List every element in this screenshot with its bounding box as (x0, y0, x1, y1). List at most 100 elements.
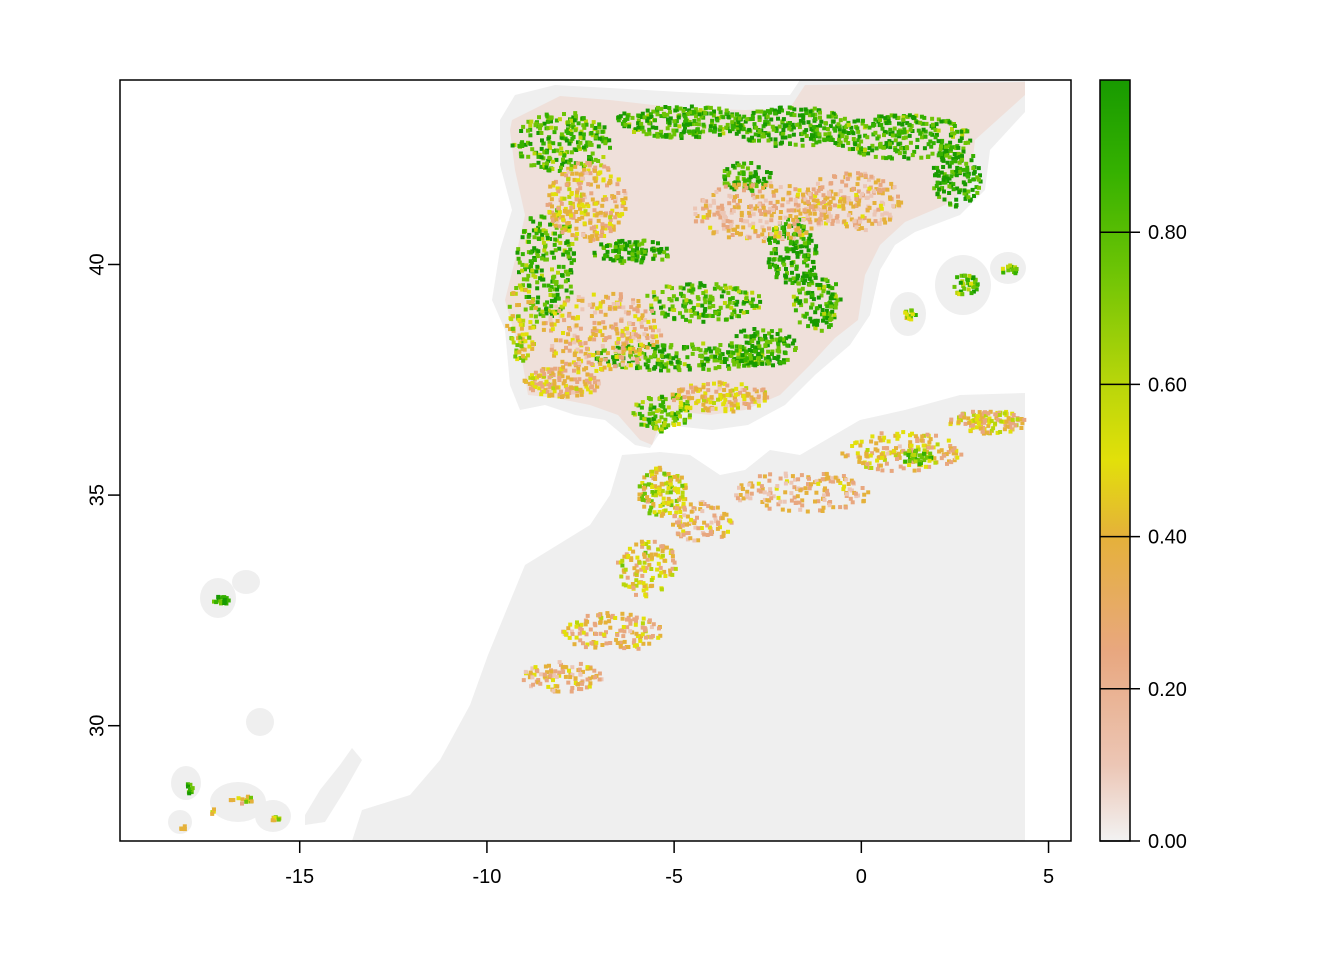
raster-cell (657, 250, 662, 255)
raster-cell (818, 478, 822, 483)
raster-cell (723, 317, 728, 322)
raster-cell (678, 395, 683, 400)
raster-cell (740, 164, 745, 169)
raster-cell (977, 410, 982, 415)
raster-cell (618, 292, 623, 297)
raster-cell (614, 354, 619, 359)
raster-cell (806, 290, 811, 295)
raster-cell (774, 267, 779, 272)
raster-cell (747, 213, 752, 218)
raster-cell (933, 173, 937, 178)
raster-cell (584, 384, 589, 389)
raster-cell (860, 121, 865, 126)
raster-cell (598, 210, 603, 215)
raster-cell (701, 198, 706, 203)
raster-cell (647, 562, 652, 567)
raster-cell (604, 136, 609, 141)
raster-cell (681, 108, 686, 113)
raster-cell (509, 317, 514, 322)
raster-cell (820, 312, 824, 317)
raster-cell (701, 129, 706, 134)
raster-cell (700, 219, 705, 224)
raster-cell (640, 621, 645, 626)
raster-cell (872, 189, 877, 194)
raster-cell (773, 234, 777, 239)
raster-cell (608, 215, 613, 220)
raster-cell (625, 326, 630, 331)
raster-cell (586, 168, 591, 173)
raster-cell (726, 290, 731, 295)
raster-cell (912, 115, 917, 120)
raster-cell (800, 498, 805, 503)
y-tick-label: 30 (86, 715, 108, 737)
raster-cell (916, 447, 921, 452)
raster-cell (564, 361, 568, 366)
raster-cell (651, 502, 656, 506)
raster-cell (510, 143, 515, 148)
raster-cell (636, 303, 641, 308)
raster-cell (822, 493, 826, 498)
raster-cell (563, 269, 568, 274)
raster-cell (570, 233, 575, 238)
raster-cell (795, 250, 800, 255)
raster-cell (549, 304, 554, 309)
raster-cell (618, 643, 623, 648)
raster-cell (718, 305, 723, 310)
raster-cell (971, 289, 976, 294)
raster-cell (748, 171, 753, 176)
colorbar-gradient (1099, 79, 1131, 842)
raster-cell (621, 582, 626, 587)
raster-cell (823, 121, 828, 126)
raster-cell (838, 131, 843, 136)
raster-cell (818, 177, 823, 182)
raster-cell (795, 122, 800, 127)
raster-cell (675, 410, 680, 415)
raster-cell (658, 633, 663, 638)
raster-cell (565, 295, 570, 300)
raster-cell (578, 186, 583, 191)
raster-cell (791, 294, 796, 299)
raster-cell (580, 681, 585, 686)
raster-cell (672, 560, 677, 565)
raster-cell (566, 332, 571, 337)
raster-cell (645, 365, 650, 370)
raster-cell (966, 416, 971, 421)
raster-cell (530, 373, 534, 378)
raster-cell (839, 197, 843, 202)
raster-cell (686, 363, 691, 368)
raster-cell (781, 130, 786, 135)
raster-cell (913, 434, 918, 439)
raster-cell (896, 194, 900, 199)
raster-cell (567, 327, 572, 332)
raster-cell (898, 464, 903, 469)
raster-cell (188, 787, 192, 792)
raster-cell (564, 182, 569, 187)
raster-cell (553, 237, 558, 242)
raster-cell (812, 272, 817, 277)
raster-cell (515, 250, 520, 255)
raster-cell (741, 127, 746, 132)
raster-cell (821, 200, 826, 204)
raster-cell (657, 626, 661, 631)
raster-cell (622, 629, 627, 634)
raster-cell (628, 629, 633, 634)
raster-cell (918, 131, 923, 136)
raster-cell (773, 137, 778, 142)
raster-cell (752, 122, 757, 127)
raster-cell (811, 134, 816, 138)
raster-cell (747, 405, 752, 410)
raster-cell (867, 177, 871, 182)
raster-cell (555, 319, 560, 323)
raster-cell (852, 119, 857, 124)
raster-cell (862, 492, 867, 497)
raster-cell (712, 401, 716, 405)
raster-cell (708, 203, 713, 208)
raster-cell (808, 272, 813, 277)
raster-cell (640, 494, 644, 499)
raster-cell (678, 106, 683, 111)
raster-cell (681, 497, 686, 502)
raster-cell (549, 367, 554, 372)
raster-cell (732, 403, 737, 408)
raster-cell (567, 348, 572, 353)
